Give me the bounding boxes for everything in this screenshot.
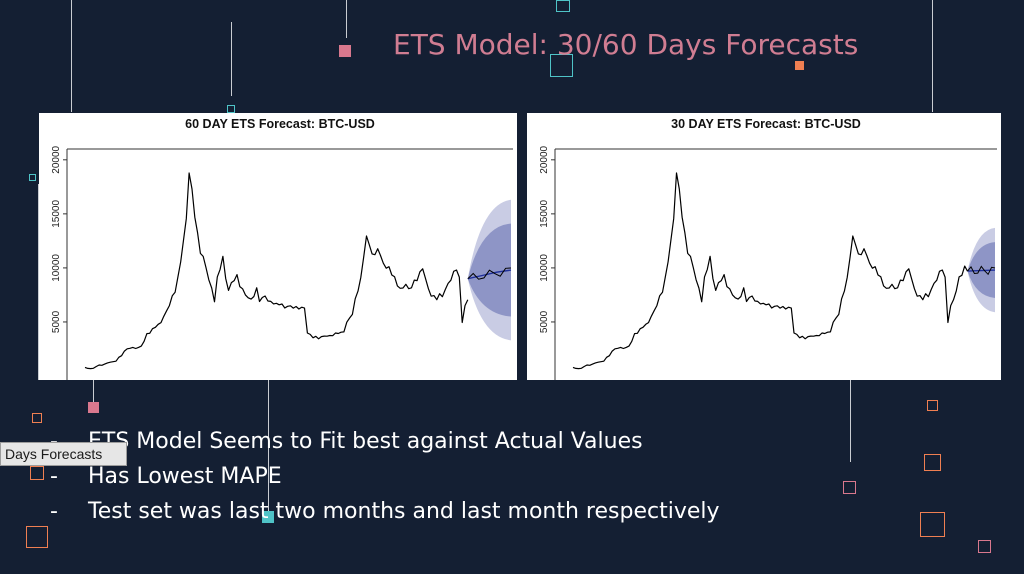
decor-square — [843, 481, 856, 494]
decor-square — [29, 174, 36, 181]
y-tick-label: 15000 — [51, 200, 62, 228]
decor-square — [795, 61, 804, 70]
y-tick-label: 5000 — [51, 310, 62, 333]
decor-square — [227, 105, 235, 113]
chart-30-day: 30 DAY ETS Forecast: BTC-USD 5000 10000 150… — [527, 113, 1001, 380]
bullet-marker: - — [50, 424, 58, 459]
series-line-actual — [572, 172, 969, 370]
y-tick-label: 5000 — [539, 310, 550, 333]
series-line-actual — [84, 172, 469, 370]
decor-line — [71, 0, 72, 112]
decor-square — [920, 512, 945, 537]
decor-line — [93, 380, 94, 402]
y-tick-label: 20000 — [51, 145, 62, 173]
decor-square — [339, 45, 351, 57]
decor-square — [32, 413, 42, 423]
decor-square — [927, 400, 938, 411]
series-line-forecast — [967, 269, 996, 272]
decor-square — [924, 454, 941, 471]
bullet-text: Has Lowest MAPE — [88, 464, 282, 489]
y-tick-label: 15000 — [539, 200, 550, 228]
decor-line — [231, 22, 232, 96]
decor-square — [978, 540, 991, 553]
y-tick-label: 20000 — [539, 145, 550, 173]
y-tick-label: 10000 — [51, 254, 62, 282]
decor-square — [26, 526, 48, 548]
chart-60-day-plot: 60 DAY ETS Forecast: BTC-USD 5000 10000 150… — [51, 117, 513, 380]
decor-square — [88, 402, 99, 413]
series-line-test — [467, 267, 512, 280]
tooltip: Days Forecasts — [0, 442, 127, 466]
decor-line — [932, 0, 933, 112]
decor-square — [556, 0, 570, 12]
bullet-text: Test set was last two months and last mo… — [88, 499, 720, 524]
chart-30-day-plot: 30 DAY ETS Forecast: BTC-USD 5000 10000 150… — [539, 117, 997, 380]
decor-line — [850, 380, 851, 462]
slide-title: ETS Model: 30/60 Days Forecasts — [393, 28, 859, 61]
bullet-text: ETS Model Seems to Fit best against Actu… — [88, 429, 643, 454]
y-tick-label: 10000 — [539, 254, 550, 282]
chart-title: 30 DAY ETS Forecast: BTC-USD — [671, 117, 861, 131]
bullet-marker: - — [50, 499, 58, 524]
decor-square — [30, 466, 44, 480]
decor-line — [346, 0, 347, 38]
chart-title: 60 DAY ETS Forecast: BTC-USD — [185, 117, 375, 131]
chart-60-day: 60 DAY ETS Forecast: BTC-USD 5000 10000 150… — [39, 113, 517, 380]
bullet-marker: - — [50, 464, 58, 489]
series-line-test — [967, 265, 996, 276]
